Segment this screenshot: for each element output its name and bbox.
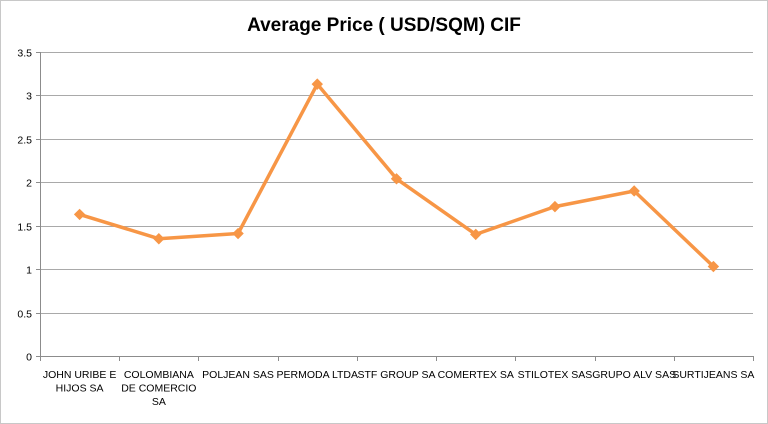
y-tick-label: 3.5 — [17, 48, 32, 60]
x-tick-labels: JOHN URIBE E HIJOS SA COLOMBIANA DE COMERCI… — [43, 369, 755, 408]
y-tick-label: 0 — [26, 352, 32, 364]
x-tick-label: STF GROUP SA — [358, 369, 436, 381]
data-point-marker — [549, 200, 561, 213]
data-point-marker — [390, 173, 403, 185]
x-tick-label: COMERTEX SA — [438, 369, 514, 381]
y-tick-label: 2 — [26, 178, 32, 190]
axes — [36, 52, 754, 361]
series-layer — [73, 78, 720, 273]
data-point-marker — [311, 78, 323, 90]
y-tick-label: 1 — [26, 265, 32, 277]
x-tick-label: COLOMBIANA — [124, 369, 194, 381]
y-tick-labels: 0 0.5 1 1.5 2 2.5 3 3.5 — [17, 48, 32, 364]
x-tick-label: GRUPO ALV SAS — [592, 369, 676, 381]
x-tick-label: JOHN URIBE E — [43, 369, 117, 381]
x-tick-label: PERMODA LTDA — [277, 369, 359, 381]
x-tick-label: DE COMERCIO — [121, 383, 196, 395]
data-point-marker — [628, 185, 640, 197]
data-point-marker — [153, 233, 165, 245]
data-point-marker — [73, 208, 86, 221]
x-tick-label: STILOTEX SAS — [518, 369, 593, 381]
chart-title: Average Price ( USD/SQM) CIF — [247, 15, 521, 36]
y-tick-label: 3 — [26, 91, 32, 103]
y-tick-label: 0.5 — [17, 309, 32, 321]
data-point-marker — [232, 227, 244, 240]
y-tick-label: 2.5 — [17, 135, 32, 147]
data-point-marker — [707, 260, 720, 273]
x-tick-label: SA — [152, 396, 166, 408]
x-tick-label: POLJEAN SAS — [202, 369, 274, 381]
x-tick-label: SURTIJEANS SA — [672, 369, 754, 381]
y-tick-label: 1.5 — [17, 222, 32, 234]
x-tick-label: HIJOS SA — [56, 383, 104, 395]
gridlines — [40, 52, 753, 314]
data-point-marker — [470, 228, 482, 241]
